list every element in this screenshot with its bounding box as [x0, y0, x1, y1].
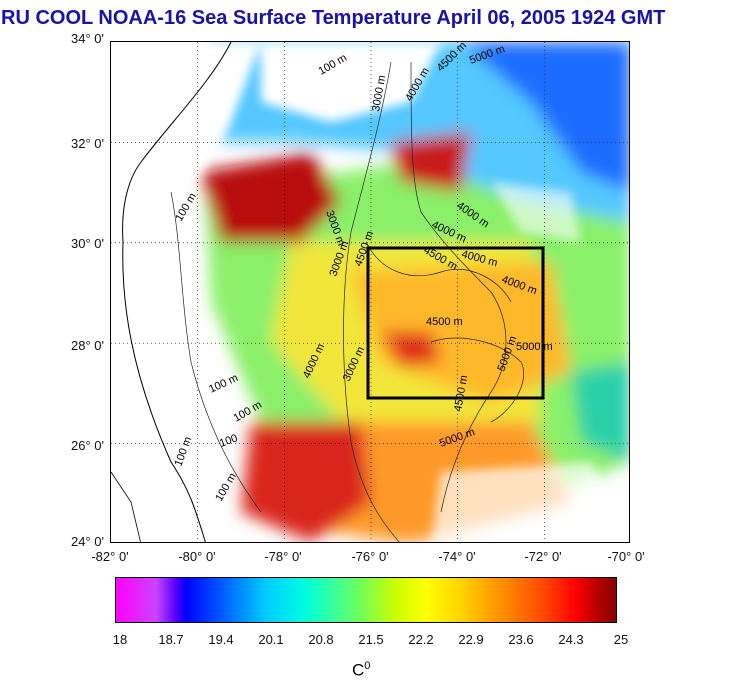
colorbar-tick-label: 19.4: [208, 632, 234, 647]
lon-label: -74° 0': [438, 549, 476, 564]
colorbar-tick-label: 23.6: [508, 632, 534, 647]
study-area-box: [366, 246, 545, 400]
cloud-cover: [111, 42, 621, 542]
lat-label: 26° 0': [71, 438, 104, 453]
unit-letter: C: [352, 660, 365, 680]
colorbar-tick-label: 20.8: [308, 632, 334, 647]
temperature-colorbar: [115, 577, 617, 623]
graticule: [111, 42, 629, 542]
colorbar-tick-label: 20.1: [258, 632, 284, 647]
contour-label: 100 m: [207, 372, 240, 396]
lon-label: -70° 0': [607, 549, 645, 564]
contour-label: 5000 m: [516, 341, 553, 353]
colorbar-tick-label: 21.5: [358, 632, 384, 647]
contour-label: 100: [218, 432, 239, 450]
colorbar-unit: C0: [352, 660, 370, 681]
colorbar-tick-label: 24.3: [558, 632, 584, 647]
lon-label: -72° 0': [524, 549, 562, 564]
lat-label: 30° 0': [71, 236, 104, 251]
lat-label: 28° 0': [71, 338, 104, 353]
colorbar-tick-label: 18: [112, 632, 128, 647]
colorbar-tick-label: 25: [613, 632, 629, 647]
lon-label: -80° 0': [178, 549, 216, 564]
contour-label: 4500 m: [426, 316, 463, 328]
lon-label: -82° 0': [91, 549, 129, 564]
colorbar-tick-label: 22.9: [458, 632, 484, 647]
lat-label: 32° 0': [71, 136, 104, 151]
colorbar-tick-label: 22.2: [408, 632, 434, 647]
lat-label: 24° 0': [71, 534, 104, 549]
bathymetry-contours: [170, 61, 524, 542]
temperature-field: [201, 42, 629, 542]
lon-label: -76° 0': [351, 549, 389, 564]
contour-label: 100 m: [232, 399, 264, 425]
sst-map-canvas: 100 m 3000 m 4000 m 4500 m 5000 m 100 m …: [111, 42, 629, 542]
contour-label: 100 m: [173, 435, 195, 468]
lat-label: 34° 0': [71, 31, 104, 46]
map-title: RU COOL NOAA-16 Sea Surface Temperature …: [1, 7, 666, 29]
unit-superscript: 0: [364, 660, 371, 672]
colorbar-tick-label: 18.7: [158, 632, 184, 647]
contour-label: 100 m: [213, 471, 239, 503]
sst-map: 100 m 3000 m 4000 m 4500 m 5000 m 100 m …: [110, 41, 630, 543]
lon-label: -78° 0': [264, 549, 302, 564]
